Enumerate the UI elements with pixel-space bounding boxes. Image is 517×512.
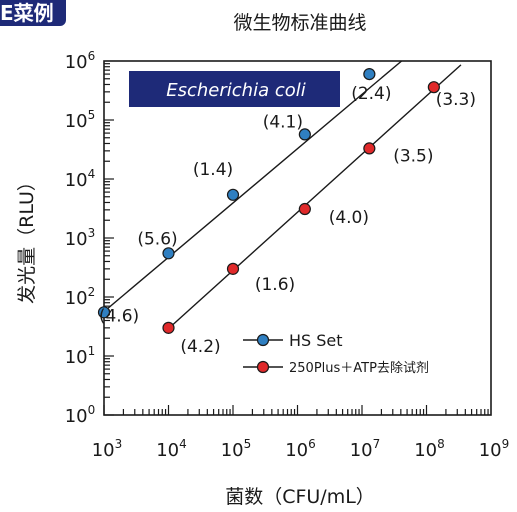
fit-line [166, 64, 462, 331]
hs-set-point [162, 247, 175, 260]
hs-set-point [226, 188, 240, 201]
point-label: (3.3) [436, 90, 476, 110]
point-label: (1.4) [193, 160, 233, 180]
point-label: (1.6) [255, 275, 295, 295]
point-label: (3.5) [393, 146, 433, 166]
y-axis-label: 发光量（RLU） [16, 172, 38, 304]
y-tick-label: 102 [65, 285, 96, 309]
y-tick-label: 106 [65, 49, 96, 73]
x-axis-label: 菌数（CFU/mL） [225, 486, 375, 508]
plus-reagent-point [427, 81, 440, 94]
species-box: Escherichia coli [129, 71, 340, 107]
legend-entry: HS Set [289, 331, 343, 350]
legend-marker [256, 333, 270, 347]
x-tick-label: 106 [285, 437, 316, 461]
x-tick-label: 109 [479, 437, 510, 461]
plus-reagent-point [363, 142, 376, 155]
plus-reagent-point [162, 321, 175, 334]
y-tick-label: 105 [65, 108, 96, 132]
y-tick-label: 104 [65, 167, 96, 191]
x-tick-label: 104 [156, 437, 187, 461]
chart-title: 微生物标准曲线 [233, 12, 366, 34]
hs-set-point [363, 67, 376, 81]
y-tick-label: 100 [65, 403, 96, 427]
point-label: (4.0) [329, 208, 369, 228]
hs-set-point [97, 306, 111, 319]
point-label: (4.6) [99, 306, 139, 326]
point-label: (2.4) [351, 84, 391, 104]
species-box-text: Escherichia coli [166, 80, 306, 101]
x-tick-label: 108 [414, 437, 445, 461]
x-tick-label: 105 [221, 437, 252, 461]
y-tick-label: 101 [65, 344, 96, 368]
plus-reagent-point [298, 202, 311, 216]
plus-reagent-point [226, 262, 240, 275]
species-box-background [129, 71, 340, 107]
hs-set-point [298, 128, 311, 141]
legend-entry: 250Plus＋ATP去除试剂 [289, 361, 429, 376]
section-badge: E菜例 [0, 0, 66, 26]
fit-line [102, 60, 403, 314]
legend-marker [256, 360, 270, 374]
point-label: (4.2) [180, 337, 220, 357]
x-tick-label: 107 [350, 437, 381, 461]
y-tick-label: 103 [65, 226, 96, 250]
legend: HS Set 250Plus＋ATP去除试剂 [243, 331, 429, 376]
point-label: (5.6) [137, 229, 177, 249]
x-tick-label: 103 [92, 437, 123, 461]
point-label: (4.1) [263, 112, 303, 132]
